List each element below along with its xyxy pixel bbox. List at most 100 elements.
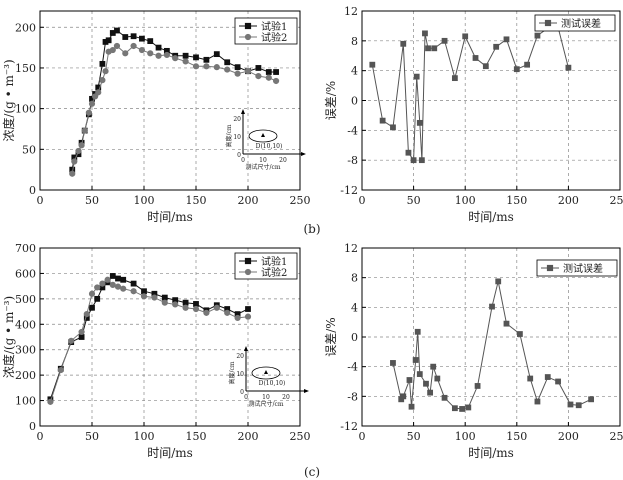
data-point xyxy=(95,89,102,96)
x-axis-label: 时间/ms xyxy=(468,446,514,460)
x-tick-label: 200 xyxy=(558,430,579,443)
x-tick-label: 150 xyxy=(186,430,207,443)
legend-box xyxy=(234,17,298,45)
data-point xyxy=(94,284,101,291)
data-point xyxy=(88,100,96,107)
x-tick-label: 0 xyxy=(359,430,366,443)
sublabel-c: (c) xyxy=(304,465,320,479)
data-point xyxy=(161,299,168,306)
data-point xyxy=(182,52,189,59)
data-point xyxy=(99,280,106,287)
data-point xyxy=(85,109,92,116)
data-point xyxy=(193,54,199,61)
data-point xyxy=(405,149,412,156)
data-point xyxy=(172,55,179,62)
data-point xyxy=(193,301,199,307)
data-point xyxy=(244,313,252,320)
y-tick-label: 600 xyxy=(15,267,36,280)
data-point xyxy=(255,72,262,80)
data-point xyxy=(413,73,420,80)
data-point xyxy=(182,304,189,311)
y-axis-label: 误差/% xyxy=(324,317,338,356)
data-point xyxy=(47,398,54,405)
inset-point-label: D(10,10) xyxy=(256,143,283,150)
x-tick-label: 100 xyxy=(134,194,155,207)
y-tick-label: 700 xyxy=(15,242,36,255)
data-point xyxy=(412,357,419,363)
data-point xyxy=(441,394,448,401)
y-tick-label: 4 xyxy=(351,65,358,78)
x-tick-label: 250 xyxy=(610,430,623,443)
legend-marker xyxy=(546,264,554,272)
data-point xyxy=(109,46,116,54)
data-point xyxy=(273,69,279,75)
data-point xyxy=(114,283,122,290)
inset-x-tick-label: 0 xyxy=(241,157,245,164)
data-point xyxy=(410,157,417,164)
y-tick-label: 8 xyxy=(351,35,358,48)
data-point xyxy=(427,389,434,396)
y-tick-label: 50 xyxy=(22,143,36,156)
data-point xyxy=(390,360,396,366)
x-tick-label: 150 xyxy=(186,194,207,207)
legend-label: 试验2 xyxy=(261,31,287,44)
data-point xyxy=(408,403,415,410)
data-point xyxy=(434,375,441,382)
x-tick-label: 50 xyxy=(85,430,99,443)
inset-x-tick-label: 20 xyxy=(279,157,287,164)
data-point xyxy=(151,294,158,301)
data-point xyxy=(161,294,168,301)
legend-marker xyxy=(244,257,252,265)
data-point xyxy=(81,127,88,134)
inset-x-tick-label: 10 xyxy=(259,157,267,164)
data-point xyxy=(88,290,96,297)
x-tick-label: 0 xyxy=(37,430,44,443)
data-point xyxy=(544,374,551,380)
data-point xyxy=(379,117,386,124)
plot-frame xyxy=(39,247,301,427)
legend-marker xyxy=(544,19,552,27)
y-tick-label: 12 xyxy=(344,242,358,255)
y-tick-label: 200 xyxy=(15,21,36,34)
data-point xyxy=(565,64,572,71)
data-point xyxy=(115,275,121,282)
x-tick-label: 100 xyxy=(455,430,476,443)
y-axis-label: 浓度/(g • m⁻³) xyxy=(1,59,16,141)
data-point xyxy=(462,33,469,40)
data-point xyxy=(192,63,200,70)
data-point xyxy=(482,63,489,70)
legend-box xyxy=(534,14,616,32)
data-point xyxy=(130,280,137,287)
data-point xyxy=(163,51,170,59)
inset-y-tick-label: 0 xyxy=(240,389,244,396)
y-tick-label: -8 xyxy=(347,154,358,167)
y-tick-label: -4 xyxy=(347,361,358,374)
inset-y-label: 高度/cm xyxy=(225,124,233,147)
data-point xyxy=(192,305,200,313)
x-tick-label: 50 xyxy=(407,430,421,443)
x-tick-label: 250 xyxy=(290,430,311,443)
y-tick-label: 4 xyxy=(351,301,358,314)
data-point xyxy=(272,77,280,85)
data-point xyxy=(130,33,137,40)
y-axis-label: 浓度/(g • m⁻³) xyxy=(1,296,16,378)
data-point xyxy=(495,278,502,285)
data-point xyxy=(155,44,162,51)
data-point xyxy=(400,393,407,400)
data-point xyxy=(555,378,561,385)
data-point xyxy=(575,402,582,409)
data-point xyxy=(89,304,95,311)
data-point xyxy=(516,331,523,337)
x-tick-label: 0 xyxy=(359,194,366,207)
data-point xyxy=(431,45,438,52)
legend-label: 试验1 xyxy=(261,20,287,33)
y-tick-label: 300 xyxy=(15,344,36,357)
series-line-1 xyxy=(371,26,569,162)
y-tick-label: 150 xyxy=(15,62,36,75)
y-tick-label: 100 xyxy=(15,103,36,116)
data-point xyxy=(265,74,272,81)
inset-y-label: 高度/cm xyxy=(228,361,236,384)
data-point xyxy=(524,61,531,68)
data-point xyxy=(140,293,148,300)
legend-marker xyxy=(244,268,252,276)
